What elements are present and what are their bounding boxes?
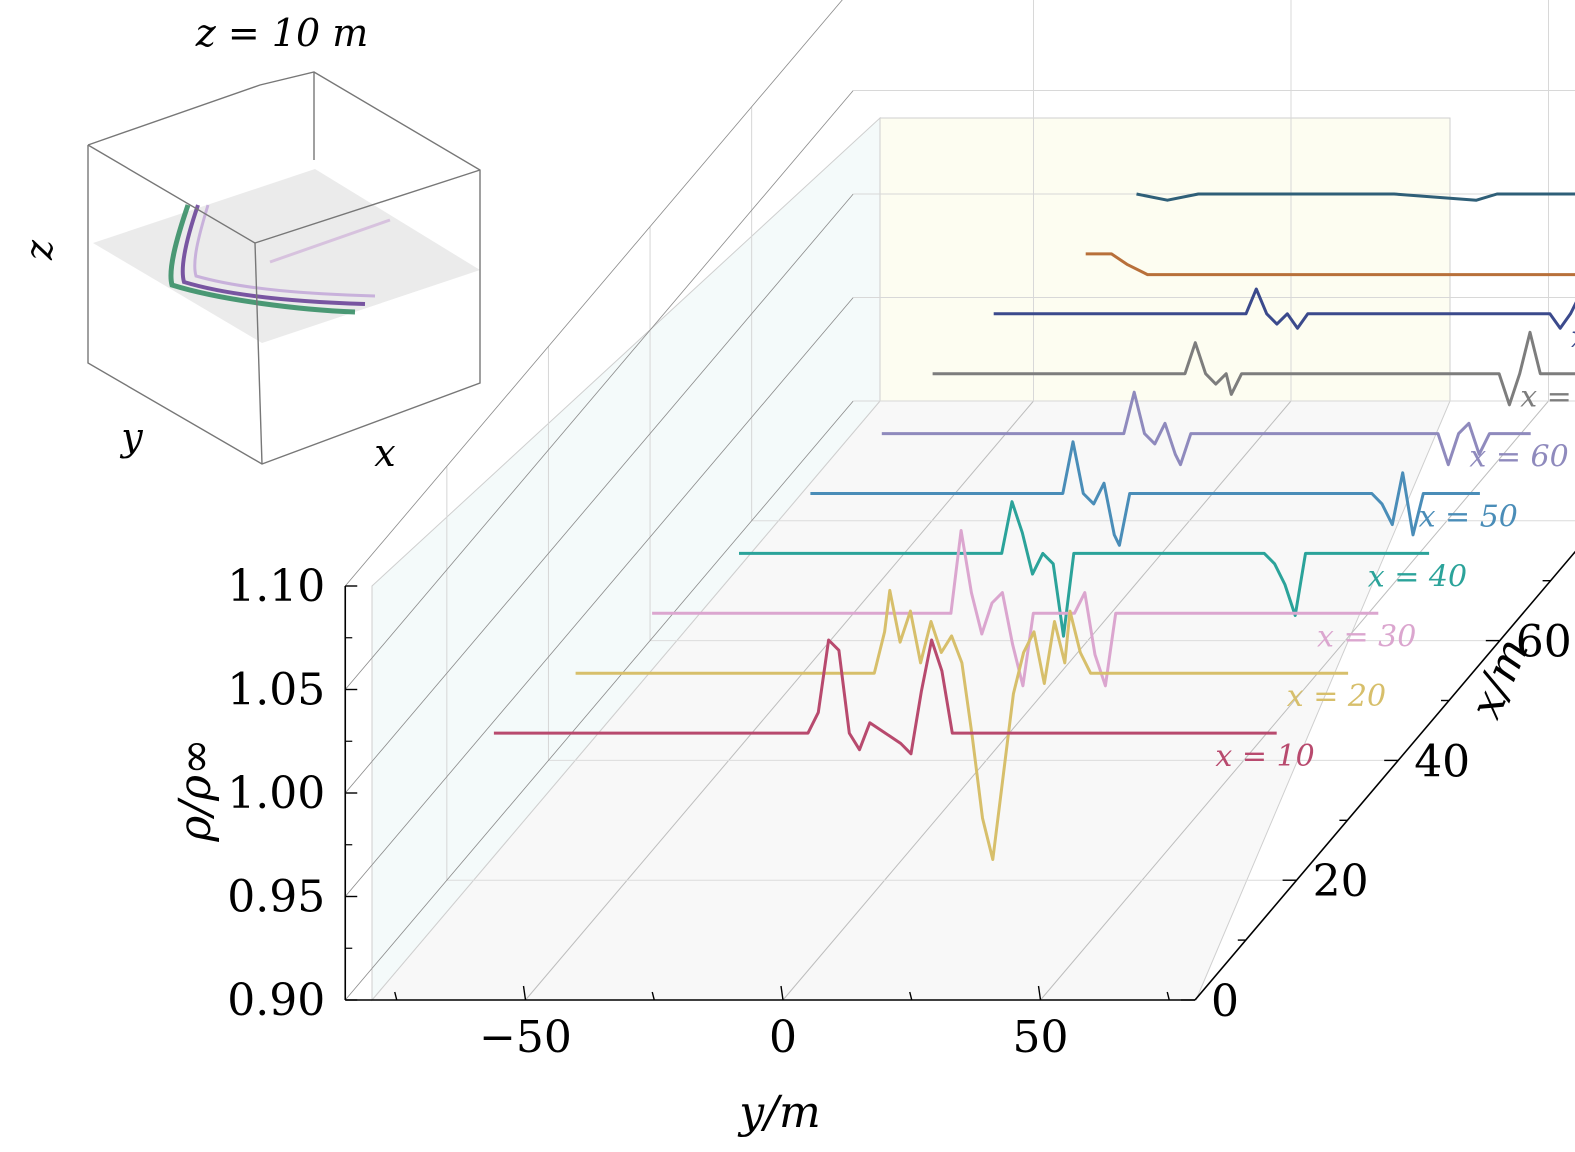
inset-wave-trace (168, 204, 356, 315)
floor-grid-y-1 (782, 400, 1292, 1001)
series-label-x80: x = 80 (1571, 320, 1575, 355)
y-tick-mark (1037, 985, 1042, 1001)
y-axis-title: y/m (737, 1087, 820, 1138)
series-line-x90 (1085, 252, 1575, 277)
series-label-x10: x = 10 (1215, 739, 1314, 774)
inset-title: z = 10 m (195, 11, 368, 55)
wall-grid-rho-0 (344, 400, 854, 1001)
series-label-x60: x = 60 (1469, 440, 1568, 475)
y-tick-mark (522, 985, 527, 1001)
y-tick-label: 0 (769, 1012, 797, 1063)
series-line-x70 (932, 330, 1575, 407)
inset-wave-trace-3 (193, 204, 376, 298)
value-tick-label: 1.00 (227, 768, 325, 819)
series-layer: x = 100x = 90x = 80x = 70x = 60x = 50x =… (493, 192, 1575, 861)
floor-grid-y-2 (1040, 400, 1549, 1001)
value-tick-label: 1.05 (227, 665, 325, 716)
inset-axis-z: z (17, 239, 61, 261)
series-line-x50 (810, 440, 1480, 547)
y-tick-mark (651, 991, 655, 1001)
inset-axis-x: x (374, 431, 395, 475)
value-tick-label: 1.10 (227, 561, 325, 612)
inset-wave-trace-2 (180, 204, 366, 306)
depth-tick-label: 60 (1516, 617, 1572, 668)
series-line-x60 (881, 390, 1531, 467)
y-tick-mark (394, 991, 398, 1001)
series-line-x20 (575, 588, 1349, 861)
value-axis-title: ρ/ρ∞ (170, 738, 221, 842)
wall-grid-rho-2 (344, 193, 854, 794)
series-line-x40 (739, 500, 1430, 638)
y-tick-mark (909, 991, 913, 1001)
series-label-x20: x = 20 (1287, 679, 1386, 714)
series-label-x70: x = 70 (1520, 380, 1575, 415)
y-tick-mark (1166, 991, 1170, 1001)
inset-axis-y: y (119, 415, 143, 459)
inset-cube: z = 10 m z y x (17, 11, 481, 475)
series-line-x100 (1136, 192, 1575, 202)
series-line-x80 (993, 287, 1575, 330)
y-tick-mark (780, 985, 784, 1001)
depth-tick-label: 0 (1211, 976, 1239, 1027)
y-tick-label: −50 (479, 1012, 572, 1063)
depth-tick-label: 40 (1414, 736, 1470, 787)
series-label-x50: x = 50 (1419, 500, 1518, 535)
floor-grid-y-0 (525, 400, 1034, 1001)
grid-lines (344, 0, 1575, 1001)
series-line-x10 (493, 638, 1277, 756)
depth-tick-label: 20 (1313, 856, 1369, 907)
value-tick-label: 0.90 (227, 975, 325, 1026)
wall-grid-rho-3 (344, 90, 854, 690)
wall-grid-rho-4 (344, 0, 843, 587)
back-wall-pane (879, 117, 1451, 402)
value-tick-label: 0.95 (227, 872, 325, 923)
inset-wave-trace-4 (269, 218, 391, 264)
wall-grid-rho-1 (344, 297, 854, 897)
series-label-x40: x = 40 (1368, 559, 1467, 594)
y-tick-label: 50 (1013, 1012, 1069, 1063)
series-label-x30: x = 30 (1317, 619, 1416, 654)
